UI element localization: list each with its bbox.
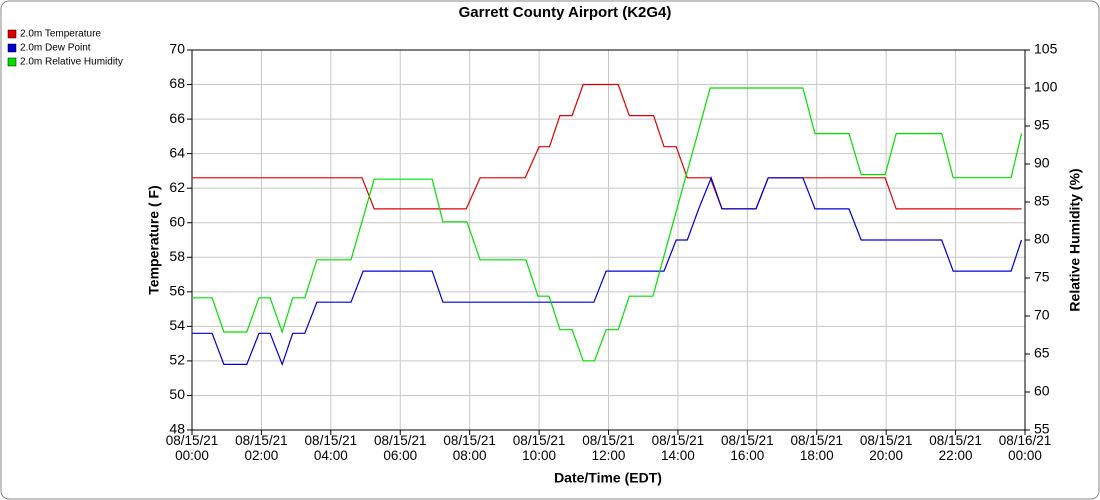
y2-tick-label: 100 [1034,79,1058,95]
y2-tick-label: 70 [1034,307,1050,323]
x-tick-label: 08/15/21 00:00 [165,433,219,463]
y-tick-label: 62 [169,179,185,195]
y-tick-label: 66 [169,110,185,126]
y2-tick-label: 90 [1034,155,1050,171]
y-tick-label: 50 [169,386,185,402]
series-line [192,87,1023,362]
legend-label: 2.0m Relative Humidity [20,57,123,68]
legend-swatch [7,57,17,67]
y2-tick-label: 75 [1034,269,1050,285]
y-tick-label: 58 [169,248,185,264]
x-tick-label: 08/15/21 06:00 [373,433,427,463]
y-tick-label: 56 [169,283,185,299]
x-tick-label: 08/15/21 22:00 [929,433,982,463]
x-tick-label: 08/15/21 18:00 [790,433,844,463]
y2-tick-label: 65 [1034,345,1050,361]
x-tick-label: 08/16/21 00:00 [998,433,1052,463]
y2-tick-label: 55 [1034,421,1050,437]
y2-axis-title: Relative Humidity (%) [1067,168,1083,311]
y2-tick-label: 95 [1034,117,1050,133]
x-tick-label: 08/15/21 04:00 [304,433,358,463]
y2-tick-label: 60 [1034,383,1050,399]
y-axis-title: Temperature ( F) [146,185,162,294]
legend-swatch [7,43,17,53]
x-tick-label: 08/15/21 08:00 [443,433,496,463]
y-tick-label: 60 [169,213,185,229]
x-tick-label: 08/15/21 16:00 [721,433,774,463]
chart-title: Garrett County Airport (K2G4) [459,4,672,21]
x-tick-label: 08/15/21 02:00 [235,433,288,463]
y-tick-label: 52 [169,352,185,368]
x-tick-label: 08/15/21 14:00 [651,433,705,463]
y-tick-label: 70 [169,41,185,57]
series-line [192,176,1023,367]
x-tick-label: 08/15/21 20:00 [859,433,913,463]
y2-tick-label: 85 [1034,193,1050,209]
x-tick-label: 08/15/21 12:00 [582,433,635,463]
y2-tick-label: 80 [1034,231,1050,247]
legend-label: 2.0m Dew Point [20,43,91,54]
x-tick-label: 08/15/21 10:00 [512,433,566,463]
y-tick-label: 64 [169,144,185,160]
y2-tick-label: 105 [1034,41,1058,57]
y-tick-label: 48 [169,421,185,437]
x-axis-title: Date/Time (EDT) [554,470,662,486]
y-tick-label: 68 [169,75,185,91]
y-tick-label: 54 [169,317,185,333]
plot-border [191,49,1026,431]
legend-swatch [7,29,17,39]
legend-label: 2.0m Temperature [20,29,101,40]
